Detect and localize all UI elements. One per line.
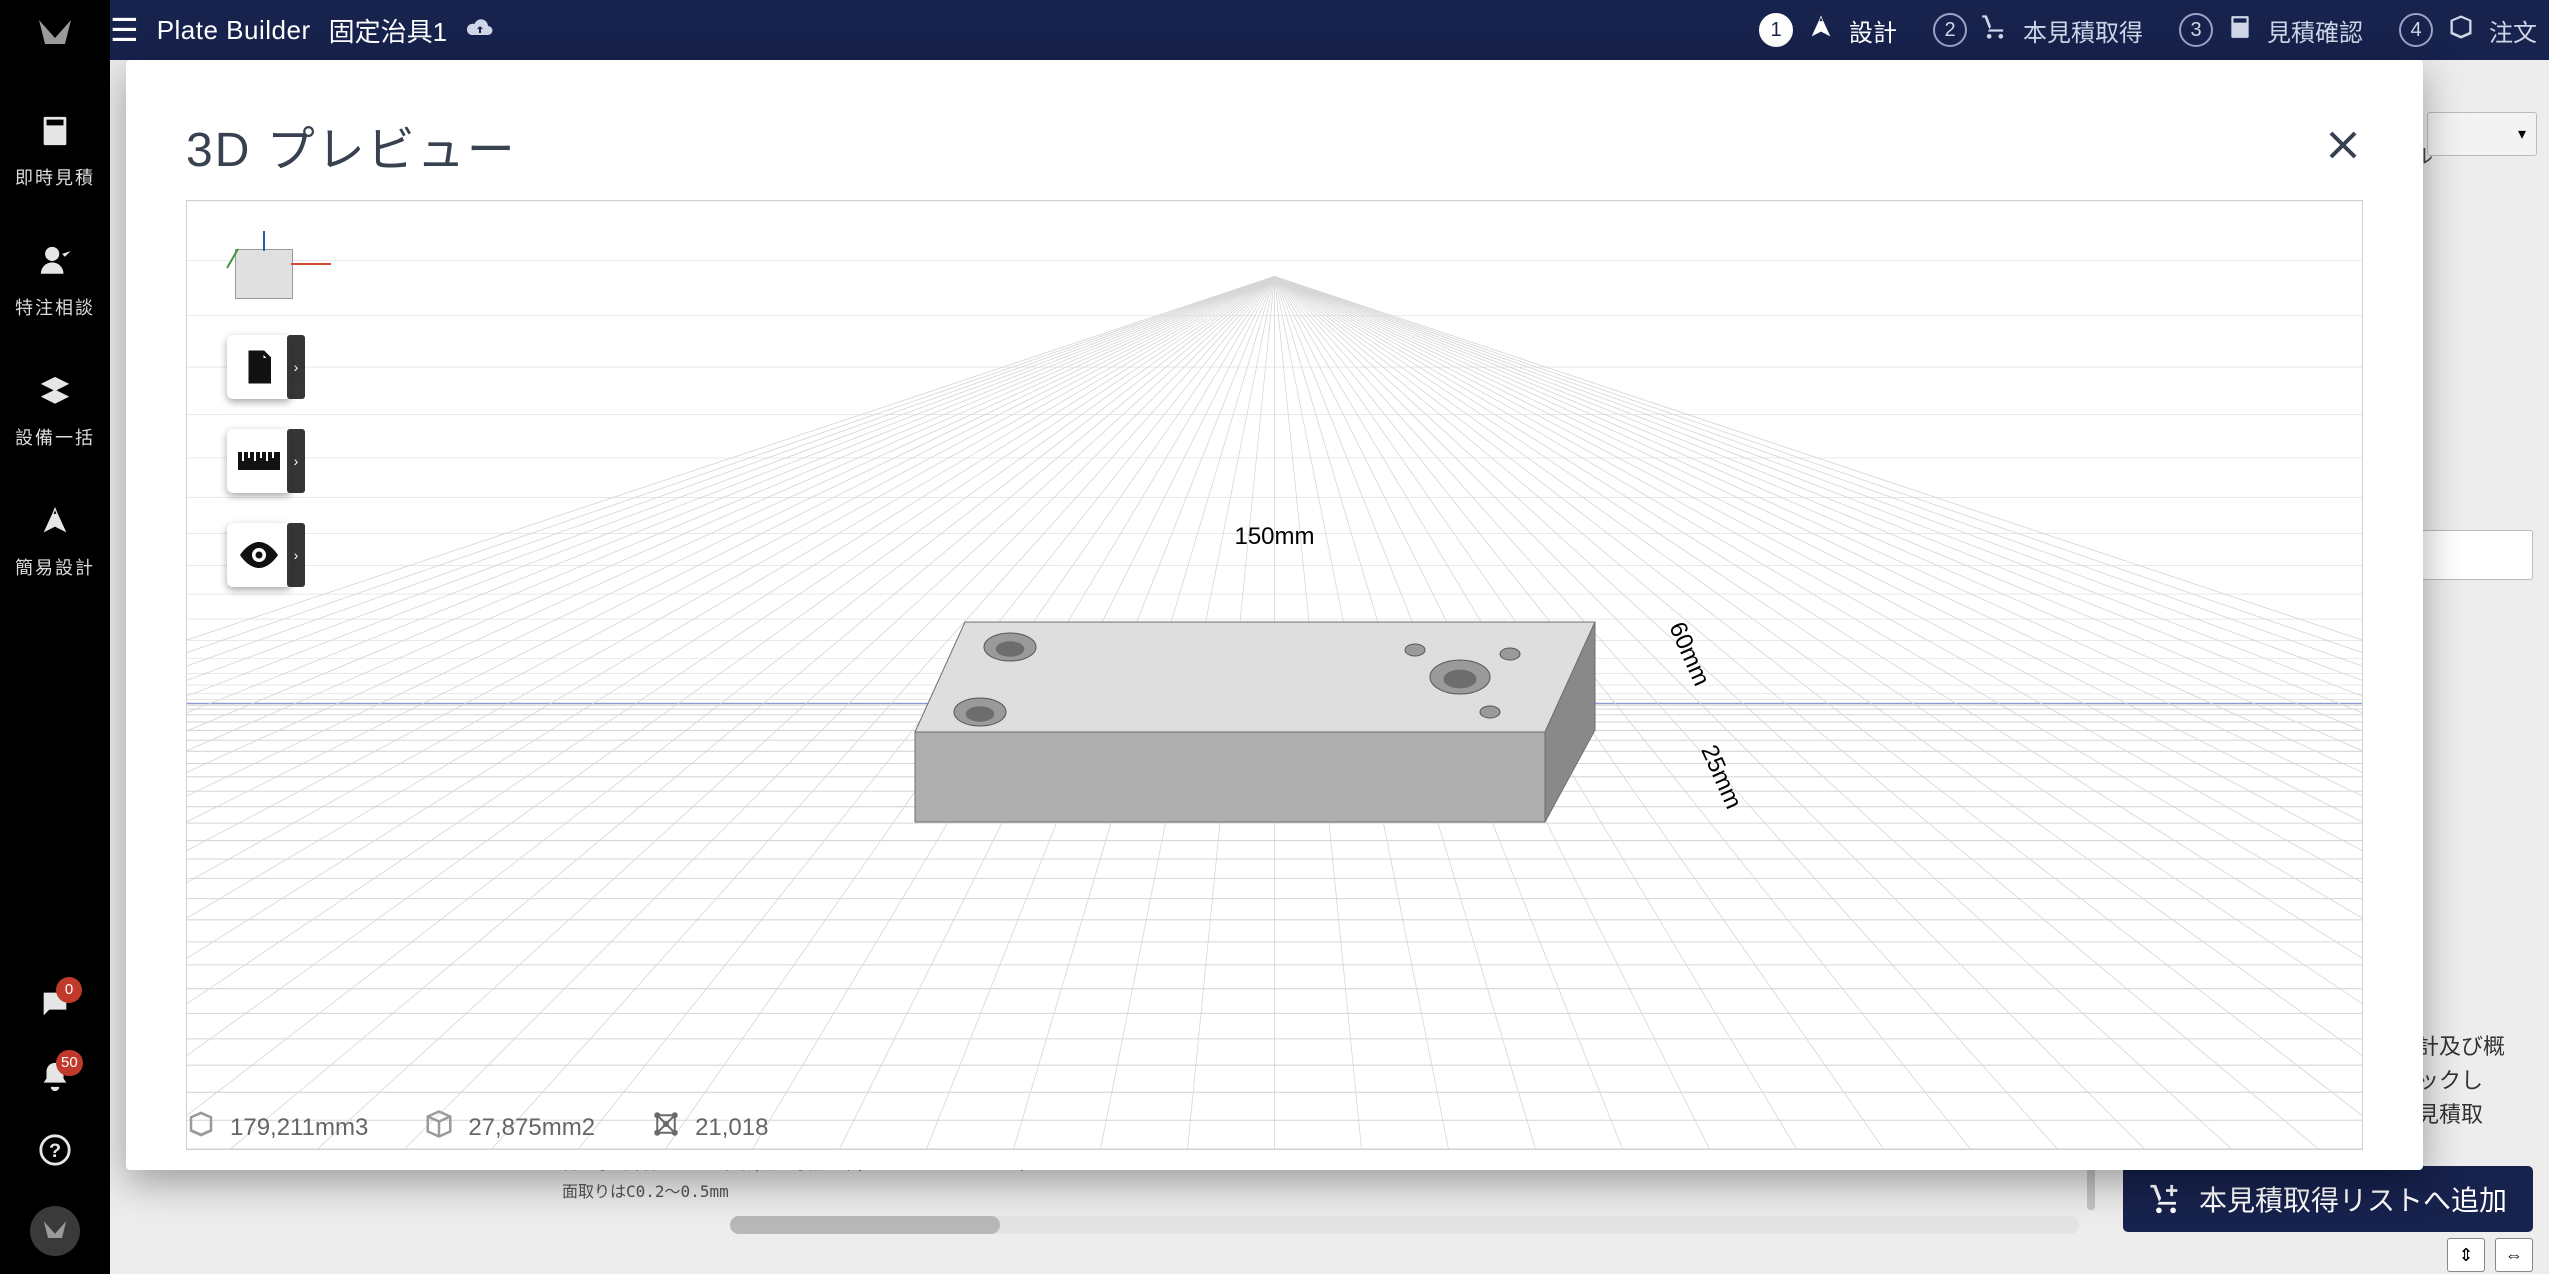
tool-file[interactable]: › — [227, 335, 313, 399]
eye-icon — [227, 523, 291, 587]
cta-label: 本見積取得リストへ追加 — [2199, 1179, 2507, 1219]
stat-mesh: 21,018 — [651, 1109, 768, 1146]
app-name: Plate Builder — [157, 15, 311, 46]
document-name: 固定治具1 — [329, 12, 447, 49]
package-icon — [2447, 13, 2475, 48]
person-check-icon — [38, 244, 72, 286]
step-3[interactable]: 3 見積確認 — [2179, 13, 2363, 48]
help-icon[interactable]: ? — [38, 1133, 72, 1172]
tool-visibility[interactable]: › — [227, 523, 313, 587]
horizontal-scrollbar[interactable] — [730, 1216, 2079, 1234]
cart-icon — [1981, 13, 2009, 48]
chevron-right-icon: › — [287, 335, 305, 399]
cube-outline-icon — [424, 1109, 454, 1146]
bell-badge: 50 — [56, 1050, 83, 1076]
preview-modal: 3D プレビュー 150mm 60mm 25mm — [126, 60, 2423, 1170]
step-label: 設計 — [1849, 13, 1897, 48]
workflow-steps: 1 設計 2 本見積取得 3 見積確認 4 注文 — [1759, 0, 2537, 60]
menu-icon[interactable]: ☰ — [110, 11, 139, 49]
orientation-widget[interactable] — [227, 231, 313, 305]
nav-simple-design[interactable]: 簡易設計 — [15, 504, 95, 580]
dim-width: 150mm — [1234, 523, 1314, 551]
close-icon[interactable] — [2323, 125, 2363, 165]
step-badge: 1 — [1759, 13, 1793, 47]
fit-height-button[interactable]: ⇕ — [2447, 1238, 2485, 1272]
fit-width-button[interactable]: ⇔ — [2495, 1238, 2533, 1272]
compass-icon — [38, 504, 72, 546]
nav-equipment-bulk[interactable]: 設備一括 — [15, 374, 95, 450]
step-label: 見積確認 — [2267, 13, 2363, 48]
step-label: 本見積取得 — [2023, 13, 2143, 48]
nav-custom-consult[interactable]: 特注相談 — [15, 244, 95, 320]
add-to-quote-list-button[interactable]: 本見積取得リストへ追加 — [2123, 1166, 2533, 1232]
3d-viewport[interactable]: 150mm 60mm 25mm › › — [186, 200, 2363, 1150]
chat-badge: 0 — [56, 977, 82, 1003]
nav-label: 特注相談 — [15, 294, 95, 320]
calculator-icon — [2227, 14, 2253, 47]
stats-bar: 179,211mm3 27,875mm2 21,018 — [186, 1109, 768, 1146]
nav-instant-quote[interactable]: 即時見積 — [15, 114, 95, 190]
user-avatar[interactable] — [30, 1206, 80, 1256]
step-badge: 4 — [2399, 13, 2433, 47]
step-badge: 2 — [1933, 13, 1967, 47]
stat-volume: 179,211mm3 — [186, 1109, 368, 1146]
cart-add-icon — [2149, 1182, 2183, 1216]
svg-text:?: ? — [49, 1140, 61, 1162]
compass-icon — [1807, 13, 1835, 48]
cloud-sync-icon[interactable] — [465, 15, 495, 46]
nav-label: 設備一括 — [15, 424, 95, 450]
step-badge: 3 — [2179, 13, 2213, 47]
ruler-icon — [227, 429, 291, 493]
right-panel-fragment: ル — [2413, 140, 2533, 175]
cube-icon — [186, 1109, 216, 1146]
calculator-icon — [38, 114, 72, 156]
3d-part — [905, 572, 1645, 872]
modal-title: 3D プレビュー — [186, 110, 517, 180]
nav-label: 簡易設計 — [15, 554, 95, 580]
chat-icon[interactable]: 0 — [38, 987, 72, 1026]
header-bar: ☰ Plate Builder 固定治具1 1 設計 2 本見積取得 3 見積確… — [0, 0, 2549, 60]
step-label: 注文 — [2489, 13, 2537, 48]
step-4[interactable]: 4 注文 — [2399, 13, 2537, 48]
bell-icon[interactable]: 50 — [38, 1060, 72, 1099]
tool-measure[interactable]: › — [227, 429, 313, 493]
file-icon — [227, 335, 291, 399]
chevron-right-icon: › — [287, 523, 305, 587]
stat-surface: 27,875mm2 — [424, 1109, 595, 1146]
side-nav: 即時見積 特注相談 設備一括 簡易設計 0 50 ? — [0, 0, 110, 1274]
viewport-tools: › › › — [227, 231, 313, 587]
mesh-icon — [651, 1109, 681, 1146]
step-2[interactable]: 2 本見積取得 — [1933, 13, 2143, 48]
brand-logo[interactable] — [35, 14, 75, 54]
nav-label: 即時見積 — [15, 164, 95, 190]
layers-icon — [38, 374, 72, 416]
zoom-controls: ⇕ ⇔ — [2447, 1238, 2533, 1272]
step-1[interactable]: 1 設計 — [1759, 13, 1897, 48]
chevron-right-icon: › — [287, 429, 305, 493]
right-input-fragment[interactable] — [2413, 530, 2533, 580]
